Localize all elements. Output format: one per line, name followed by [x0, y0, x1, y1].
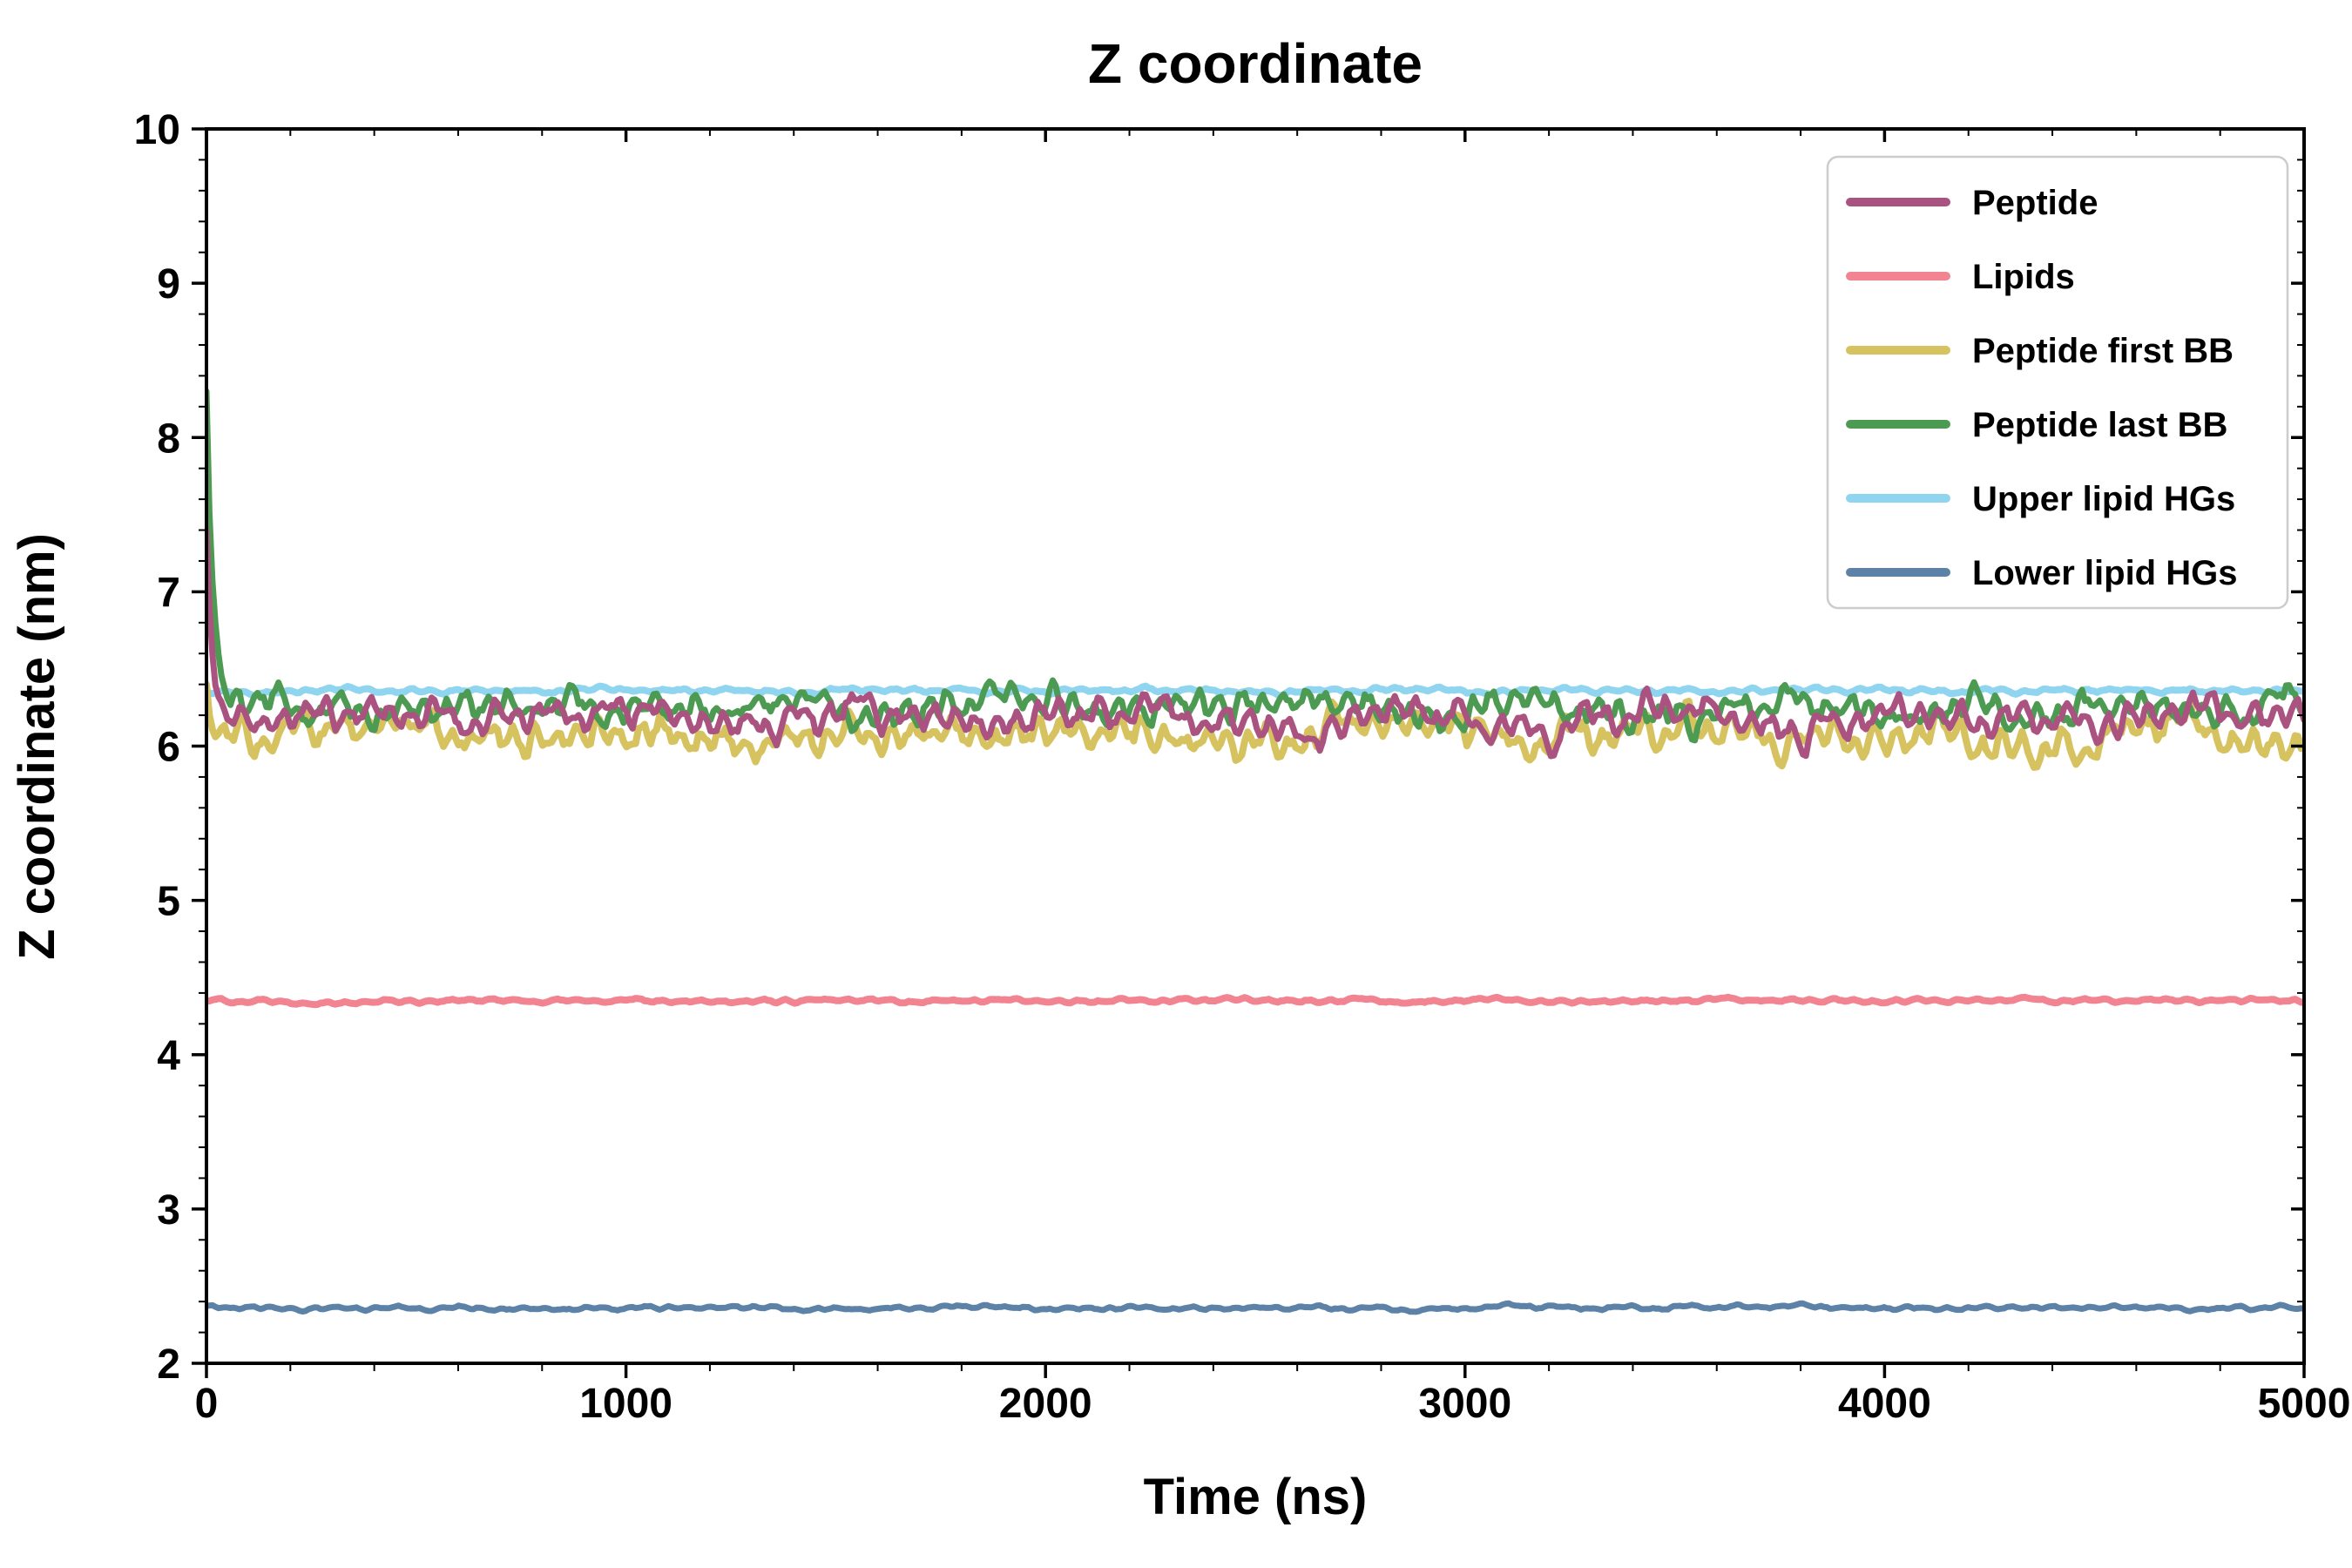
series-line-peptide: [206, 527, 2304, 760]
series-group: [206, 388, 2304, 1315]
x-tick-label: 0: [195, 1381, 219, 1427]
y-tick-label: 3: [157, 1187, 180, 1233]
legend-box: [1826, 155, 2289, 610]
y-axis-label: Z coordinate (nm): [9, 533, 65, 960]
series-line-upper-lipid-hgs: [206, 682, 2304, 700]
legend-label-peptide-first-bb: Peptide first BB: [1972, 332, 2234, 370]
legend-label-peptide-last-bb: Peptide last BB: [1972, 406, 2227, 444]
y-tick-label: 4: [157, 1033, 180, 1079]
y-tick-label: 9: [157, 261, 180, 308]
x-tick-label: 5000: [2258, 1381, 2351, 1427]
legend-label-upper-lipid-hgs: Upper lipid HGs: [1972, 480, 2235, 518]
series-line-lipids: [206, 993, 2304, 1009]
y-tick-label: 6: [157, 725, 180, 771]
chart-title: Z coordinate: [1088, 32, 1423, 95]
x-tick-label: 1000: [579, 1381, 672, 1427]
x-tick-label: 2000: [999, 1381, 1092, 1427]
y-tick-label: 7: [157, 570, 180, 616]
legend-label-lower-lipid-hgs: Lower lipid HGs: [1972, 554, 2237, 592]
legend-label-lipids: Lipids: [1972, 258, 2075, 296]
series-line-lower-lipid-hgs: [206, 1300, 2304, 1315]
y-tick-label: 5: [157, 879, 180, 925]
series-line-peptide-first-bb: [206, 680, 2304, 771]
x-tick-label: 3000: [1418, 1381, 1511, 1427]
plot-area: 0 1000 2000 3000 4000 5000 2 3 4 5 6 7 8 9 10 Peptide Li…: [134, 107, 2351, 1427]
legend: Peptide Lipids Peptide first BB Peptide las…: [1826, 155, 2289, 610]
x-axis-label: Time (ns): [1144, 1469, 1368, 1525]
y-tick-label: 10: [134, 107, 180, 153]
legend-label-peptide: Peptide: [1972, 184, 2098, 222]
y-tick-label: 8: [157, 416, 180, 462]
x-tick-label: 4000: [1838, 1381, 1931, 1427]
axes-spines: [205, 127, 2306, 1365]
y-tick-label: 2: [157, 1342, 180, 1388]
